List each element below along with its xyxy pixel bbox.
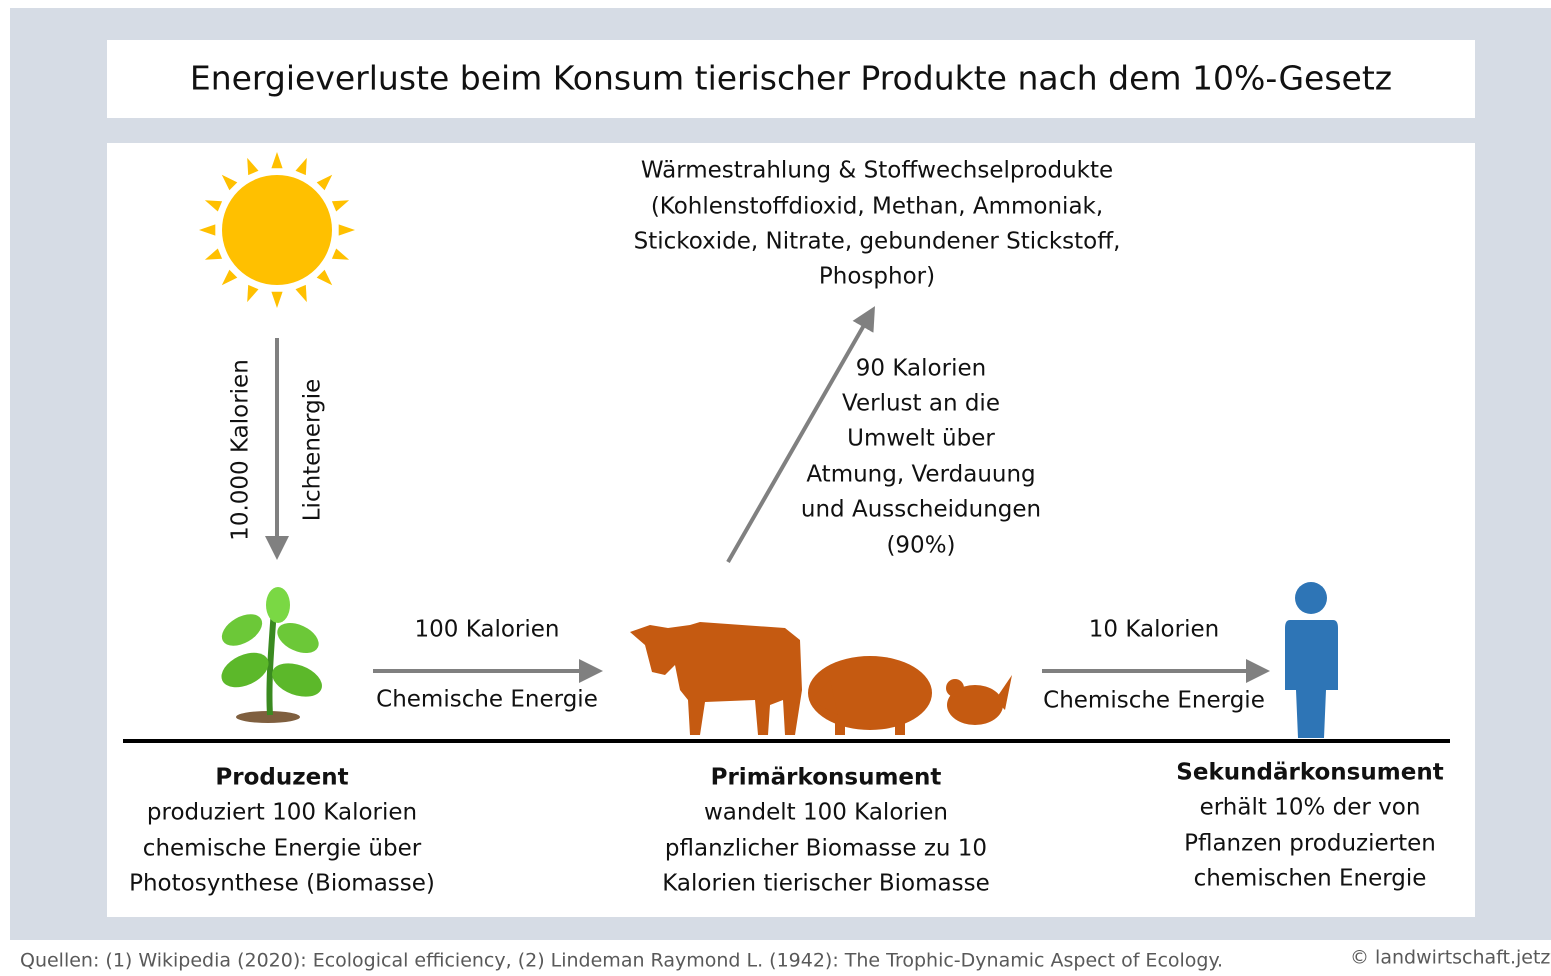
level-line: Photosynthese (Biomasse)	[129, 871, 435, 897]
level-line: chemischen Energie	[1194, 866, 1427, 892]
loss-line: und Ausscheidungen	[801, 497, 1041, 523]
level-title: Produzent	[215, 765, 348, 791]
transfer-label: Chemische Energie	[376, 687, 598, 713]
loss-line: Verlust an die	[842, 391, 1000, 417]
level-line: pflanzlicher Biomasse zu 10	[665, 836, 987, 862]
emission-line: Phosphor)	[819, 264, 935, 290]
diagram: Energieverluste beim Konsum tierischer P…	[0, 0, 1551, 976]
level-line: wandelt 100 Kalorien	[704, 800, 948, 826]
sources: Quellen: (1) Wikipedia (2020): Ecologica…	[20, 950, 1223, 972]
emission-line: (Kohlenstoffdioxid, Methan, Ammoniak,	[651, 194, 1103, 220]
emission-line: Stickoxide, Nitrate, gebundener Sticksto…	[634, 229, 1121, 255]
level-title: Sekundärkonsument	[1176, 760, 1443, 786]
copyright: © landwirtschaft.jetzt	[1350, 947, 1551, 969]
loss-line: Umwelt über	[847, 426, 995, 452]
sun-icon	[199, 152, 355, 308]
page: Energieverluste beim Konsum tierischer P…	[0, 0, 1551, 976]
level-title: Primärkonsument	[711, 765, 942, 791]
level-line: produziert 100 Kalorien	[147, 800, 417, 826]
light-amount: 10.000 Kalorien	[228, 359, 254, 541]
level-line: Pflanzen produzierten	[1184, 831, 1436, 857]
level-line: erhält 10% der von	[1200, 795, 1421, 821]
light-label: Lichtenergie	[300, 379, 326, 522]
level-line: chemische Energie über	[143, 836, 422, 862]
level-line: Kalorien tierischer Biomasse	[662, 871, 990, 897]
title: Energieverluste beim Konsum tierischer P…	[190, 59, 1392, 98]
loss-line: 90 Kalorien	[856, 356, 986, 382]
emission-line: Wärmestrahlung & Stoffwechselprodukte	[641, 158, 1113, 184]
loss-line: Atmung, Verdauung	[806, 462, 1035, 488]
transfer-amount: 10 Kalorien	[1089, 617, 1219, 643]
loss-line: (90%)	[886, 533, 955, 559]
transfer-amount: 100 Kalorien	[414, 617, 559, 643]
transfer-label: Chemische Energie	[1043, 688, 1265, 714]
